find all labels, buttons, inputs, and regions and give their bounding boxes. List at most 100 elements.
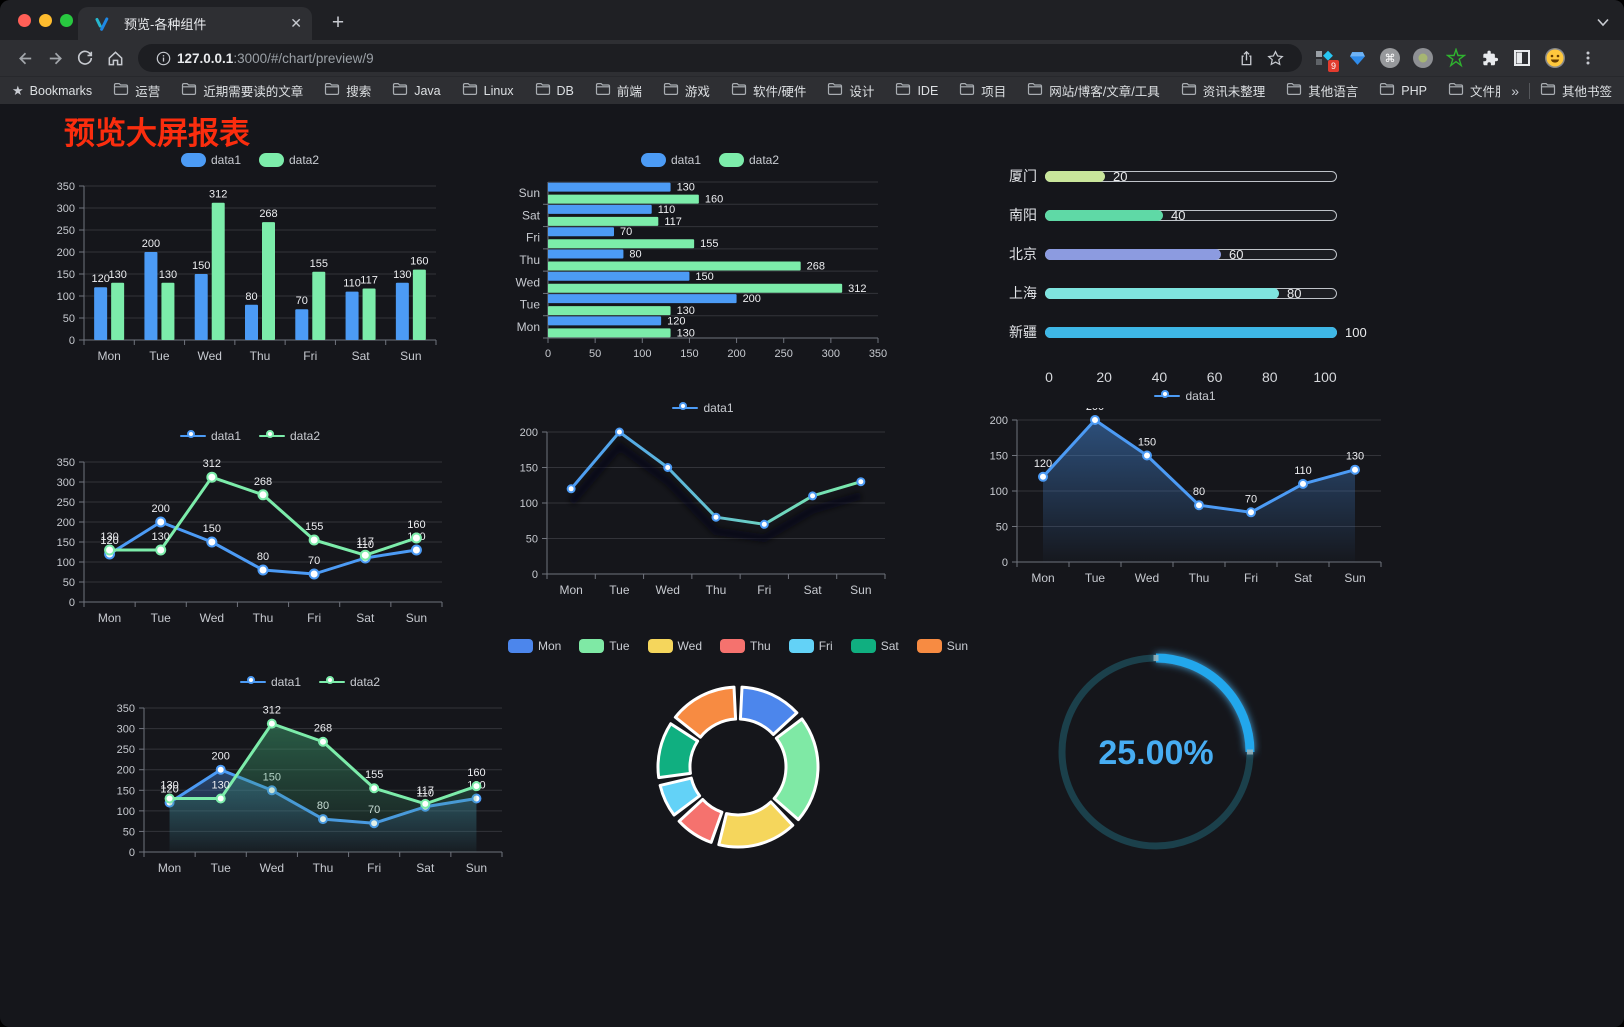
svg-text:250: 250 <box>117 744 135 756</box>
new-tab-button[interactable]: + <box>331 11 345 34</box>
svg-text:268: 268 <box>254 476 272 488</box>
svg-text:100: 100 <box>990 486 1008 498</box>
svg-text:130: 130 <box>159 269 177 281</box>
bookmark-folder[interactable]: 软件/硬件 <box>731 81 806 100</box>
bookmark-folder[interactable]: 近期需要读的文章 <box>181 81 303 100</box>
bookmark-folder[interactable]: 搜索 <box>324 81 371 100</box>
page-content: 预览大屏报表 data1 data2 0 50 100 150 200 250 300 350 Mo… <box>0 104 1624 1027</box>
svg-text:Thu: Thu <box>706 583 727 597</box>
legend-line-marker <box>239 676 266 688</box>
extension-gem-icon[interactable] <box>1345 46 1369 70</box>
legend-item-data1[interactable]: data1 <box>179 429 241 443</box>
extension-green-star-icon[interactable] <box>1444 46 1468 70</box>
progress-track: 60 <box>1045 247 1337 262</box>
svg-text:312: 312 <box>203 458 221 470</box>
bookmarks-bar: ★ Bookmarks 运营 近期需要读的文章 搜索 Java Linux DB 前端 游戏 软… <box>0 76 1624 104</box>
tab-close-icon[interactable]: ✕ <box>290 15 302 31</box>
reload-button[interactable] <box>70 44 100 72</box>
legend-item-Mon[interactable]: Mon <box>507 639 561 653</box>
back-button[interactable] <box>10 44 40 72</box>
legend-item-Thu[interactable]: Thu <box>720 639 771 653</box>
legend-item-data1[interactable]: data1 <box>239 675 301 689</box>
bookmark-folder[interactable]: 前端 <box>595 81 642 100</box>
progress-fill <box>1045 287 1279 299</box>
legend-item-data1[interactable]: data1 <box>672 401 734 415</box>
legend-swatch <box>719 153 744 167</box>
extension-dot-circle-icon[interactable] <box>1411 46 1435 70</box>
legend-item-data2[interactable]: data2 <box>259 429 320 443</box>
share-icon[interactable] <box>1238 50 1255 67</box>
legend-item-data2[interactable]: data2 <box>719 153 779 167</box>
svg-text:100: 100 <box>520 498 538 510</box>
address-bar[interactable]: 127.0.0.1 :3000/#/chart/preview/9 <box>138 44 1302 72</box>
tab-strip-chevron-icon[interactable] <box>1596 14 1610 32</box>
bookmark-folder[interactable]: IDE <box>895 82 938 99</box>
folder-icon <box>392 82 408 99</box>
bookmark-folder[interactable]: 设计 <box>827 81 874 100</box>
legend-item-data2[interactable]: data2 <box>259 153 319 167</box>
progress-track: 40 <box>1045 208 1337 223</box>
legend-item-data1[interactable]: data1 <box>640 153 701 167</box>
svg-text:50: 50 <box>63 577 75 589</box>
legend-item-Tue[interactable]: Tue <box>579 639 630 653</box>
svg-text:150: 150 <box>680 348 698 360</box>
legend-item-Sun[interactable]: Sun <box>916 639 968 653</box>
bookmarks-root-folder[interactable]: ★ Bookmarks <box>12 83 92 99</box>
browser-menu-icon[interactable] <box>1576 46 1600 70</box>
axis-tick: 40 <box>1151 369 1168 385</box>
bookmark-folder[interactable]: 游戏 <box>663 81 710 100</box>
legend-item-Sat[interactable]: Sat <box>850 639 899 653</box>
extension-grid-icon[interactable]: 9 <box>1312 46 1339 72</box>
bookmark-folder[interactable]: DB <box>535 82 574 99</box>
other-bookmarks-label: 其他书签 <box>1561 85 1612 99</box>
svg-text:Sun: Sun <box>406 611 427 625</box>
bookmark-folder[interactable]: 项目 <box>959 81 1006 100</box>
site-info-icon[interactable] <box>156 51 171 66</box>
window-controls <box>18 14 73 27</box>
bookmark-folder[interactable]: 网站/博客/文章/工具 <box>1027 81 1160 100</box>
svg-text:268: 268 <box>259 208 277 220</box>
bookmarks-overflow-button[interactable]: » <box>1511 82 1519 99</box>
bookmark-folder[interactable]: Java <box>392 82 441 99</box>
svg-text:Wed: Wed <box>655 583 679 597</box>
bookmark-folder[interactable]: Linux <box>462 82 514 99</box>
browser-tab[interactable]: 预览-各种组件 ✕ <box>78 7 312 40</box>
chart-legend: data1 <box>503 396 903 420</box>
extension-emoji-icon[interactable] <box>1543 46 1567 70</box>
svg-text:50: 50 <box>123 826 135 838</box>
legend-item-data1[interactable]: data1 <box>1154 389 1216 403</box>
extensions-puzzle-icon[interactable] <box>1477 46 1501 70</box>
bookmark-folder[interactable]: PHP <box>1379 82 1427 99</box>
folder-icon <box>113 82 129 99</box>
legend-swatch <box>720 639 745 653</box>
bookmark-folder[interactable]: 运营 <box>113 81 160 100</box>
close-window-button[interactable] <box>18 14 31 27</box>
extension-command-icon[interactable]: ⌘ <box>1378 46 1402 70</box>
legend-item-data1[interactable]: data1 <box>180 153 241 167</box>
svg-text:130: 130 <box>212 780 230 792</box>
folder-icon <box>1379 82 1395 99</box>
svg-text:200: 200 <box>990 415 1008 427</box>
bookmark-star-icon[interactable] <box>1267 49 1284 67</box>
legend-item-Wed[interactable]: Wed <box>647 639 702 653</box>
bookmark-folder-list: 运营 近期需要读的文章 搜索 Java Linux DB 前端 游戏 软件/硬件 设计 IDE 项目 网… <box>113 81 1501 100</box>
extension-darkmode-icon[interactable] <box>1510 46 1534 70</box>
svg-text:130: 130 <box>160 780 178 792</box>
legend-item-data2[interactable]: data2 <box>319 675 380 689</box>
legend-swatch <box>579 639 605 653</box>
minimize-window-button[interactable] <box>39 14 52 27</box>
other-bookmarks-folder[interactable]: 其他书签 <box>1540 81 1612 100</box>
svg-text:117: 117 <box>417 785 435 797</box>
svg-text:Sun: Sun <box>519 186 540 200</box>
home-button[interactable] <box>100 44 130 72</box>
bookmark-folder[interactable]: 文件服务器 <box>1448 81 1501 100</box>
bookmark-folder[interactable]: 其他语言 <box>1286 81 1358 100</box>
svg-text:160: 160 <box>407 519 425 531</box>
svg-text:110: 110 <box>417 788 435 800</box>
forward-button[interactable] <box>40 44 70 72</box>
bookmark-folder[interactable]: 资讯未整理 <box>1181 81 1265 100</box>
legend-item-Fri[interactable]: Fri <box>788 639 833 653</box>
zoom-window-button[interactable] <box>60 14 73 27</box>
svg-text:150: 150 <box>57 537 75 549</box>
chart-bar-grouped: data1 data2 0 50 100 150 200 250 300 350 Mon Tue Wed… <box>38 148 462 370</box>
